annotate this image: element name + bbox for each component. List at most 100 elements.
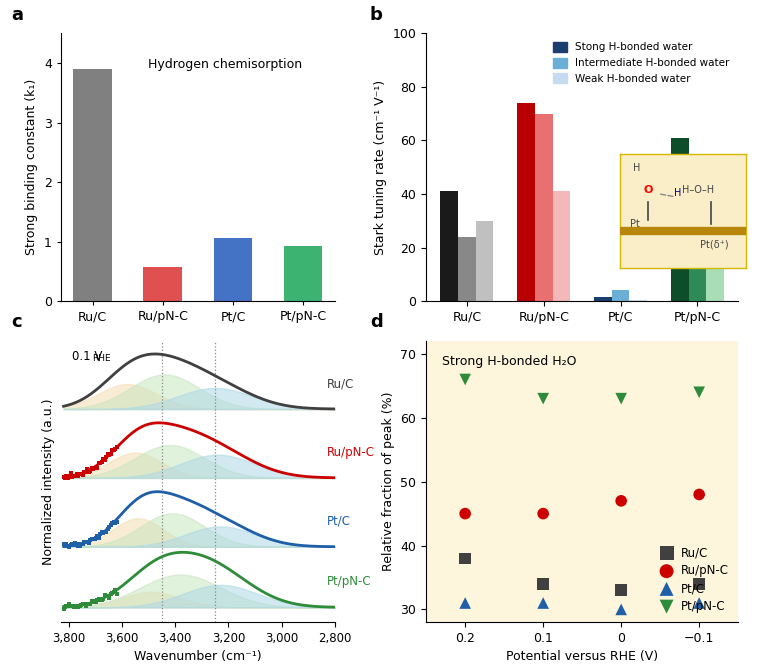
Point: [62, 540, 74, 551]
Point: [71, 539, 83, 549]
Point: [100, 527, 113, 537]
Point: [82, 467, 94, 478]
Point: [66, 539, 78, 549]
Point: [105, 448, 117, 459]
Point: [103, 450, 116, 460]
Bar: [629, 300, 647, 301]
Point: [74, 600, 86, 611]
Point: [62, 601, 74, 611]
Point: [100, 591, 113, 601]
Ru/C: [459, 553, 471, 564]
Ru/pN-C: [459, 508, 471, 519]
Bar: [517, 103, 535, 301]
Point: [102, 523, 114, 534]
Text: Pt: Pt: [630, 219, 640, 229]
Point: [65, 468, 77, 479]
Point: [97, 528, 110, 539]
Point: [84, 535, 96, 545]
Point: [68, 601, 80, 612]
Point: [88, 462, 100, 473]
Point: [97, 593, 110, 604]
Ru/C: [693, 579, 705, 589]
Y-axis label: Relative fraction of peak (%): Relative fraction of peak (%): [382, 392, 395, 571]
Point: [85, 533, 97, 544]
Ru/pN-C: [537, 508, 549, 519]
Point: [99, 454, 111, 465]
Point: [87, 533, 99, 544]
Point: [75, 599, 88, 610]
Point: [97, 454, 110, 465]
Point: [75, 539, 88, 549]
Point: [87, 597, 99, 607]
Point: [99, 590, 111, 601]
Text: b: b: [370, 6, 383, 24]
Point: [78, 599, 91, 609]
Point: [103, 592, 116, 603]
Pt/pN-C: [615, 393, 627, 404]
Pt/pN-C: [693, 387, 705, 397]
Point: [82, 599, 94, 609]
Text: H: H: [674, 187, 682, 197]
Point: [80, 601, 92, 611]
Point: [85, 596, 97, 607]
Pt/C: [615, 604, 627, 615]
Text: a: a: [11, 6, 24, 24]
Bar: [671, 138, 689, 301]
Point: [105, 520, 117, 531]
Text: Pt/pN-C: Pt/pN-C: [327, 575, 371, 588]
Point: [103, 522, 116, 533]
Bar: [284, 246, 323, 301]
Point: [59, 473, 71, 484]
Point: [91, 531, 103, 542]
Point: [102, 449, 114, 460]
Point: [107, 587, 119, 597]
Point: [63, 471, 75, 482]
Point: [59, 541, 71, 552]
Text: Ru/pN-C: Ru/pN-C: [327, 446, 375, 459]
Pt/pN-C: [459, 374, 471, 385]
Point: [68, 470, 80, 481]
Point: [80, 467, 92, 478]
Text: c: c: [11, 313, 22, 331]
Point: [88, 534, 100, 545]
Point: [93, 593, 105, 604]
Point: [90, 597, 102, 607]
Point: [109, 585, 121, 595]
Point: [57, 539, 69, 549]
Pt/C: [693, 597, 705, 608]
Text: Strong H-bonded H₂O: Strong H-bonded H₂O: [441, 355, 576, 368]
Point: [63, 599, 75, 609]
Bar: [706, 234, 724, 301]
Point: [90, 533, 102, 544]
Point: [63, 541, 75, 552]
Point: [100, 451, 113, 462]
Text: Ru/C: Ru/C: [327, 377, 354, 390]
Bar: [612, 290, 629, 301]
Point: [90, 463, 102, 474]
Text: Pt/C: Pt/C: [327, 514, 351, 528]
Bar: [476, 221, 493, 301]
Point: [91, 595, 103, 605]
Point: [60, 601, 72, 611]
Ru/pN-C: [693, 489, 705, 500]
Point: [66, 471, 78, 482]
Y-axis label: Normalized intensity (a.u.): Normalized intensity (a.u.): [43, 399, 56, 565]
Point: [84, 599, 96, 609]
Point: [69, 601, 81, 611]
Bar: [214, 238, 252, 301]
Ru/C: [537, 579, 549, 589]
Bar: [594, 297, 612, 301]
Text: O: O: [643, 185, 652, 195]
Point: [75, 469, 88, 480]
Point: [110, 516, 123, 527]
Text: H: H: [633, 163, 640, 173]
Point: [77, 470, 89, 480]
Point: [62, 472, 74, 483]
Text: H–O–H: H–O–H: [682, 185, 714, 195]
Point: [107, 517, 119, 528]
Bar: [552, 191, 570, 301]
Point: [94, 529, 107, 539]
Point: [80, 537, 92, 547]
Point: [102, 591, 114, 601]
Point: [81, 599, 94, 609]
